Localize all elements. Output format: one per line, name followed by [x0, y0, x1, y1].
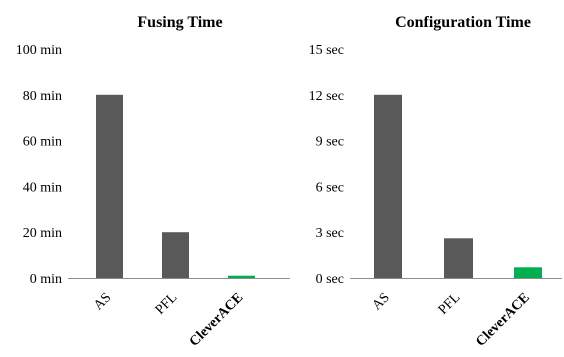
y-tick-label: 15 sec — [309, 43, 344, 58]
bar-as — [96, 94, 123, 278]
category-label: PFL — [436, 290, 464, 318]
y-tick-label: 0 min — [30, 272, 62, 287]
bar-pfl — [444, 238, 473, 278]
category-label: CleverACE — [473, 290, 533, 350]
category-label: AS — [91, 290, 114, 313]
bar-cleverace — [514, 267, 542, 278]
y-tick-label: 80 min — [23, 89, 62, 104]
y-tick-label: 3 sec — [316, 226, 344, 241]
y-tick-label: 100 min — [16, 43, 62, 58]
bar-cleverace — [228, 275, 255, 278]
category-label: AS — [370, 290, 393, 313]
y-tick-label: 9 sec — [316, 135, 344, 150]
category-label: PFL — [153, 290, 181, 318]
y-tick-label: 12 sec — [309, 89, 344, 104]
bar-as — [374, 94, 402, 278]
y-tick-label: 60 min — [23, 135, 62, 150]
bar-pfl — [162, 232, 189, 278]
y-tick-label: 20 min — [23, 226, 62, 241]
category-label: CleverACE — [187, 290, 247, 350]
chart-title: Configuration Time — [395, 14, 531, 31]
configuration-time-chart: Configuration Time 0 sec 3 sec 6 sec 9 sec 1… — [309, 14, 562, 350]
y-tick-label: 6 sec — [316, 180, 344, 195]
y-tick-label: 0 sec — [316, 272, 344, 287]
fusing-time-chart: Fusing Time 0 min 20 min 40 min 60 min 80 mi… — [16, 14, 290, 350]
chart-title: Fusing Time — [137, 14, 222, 31]
y-tick-label: 40 min — [23, 180, 62, 195]
